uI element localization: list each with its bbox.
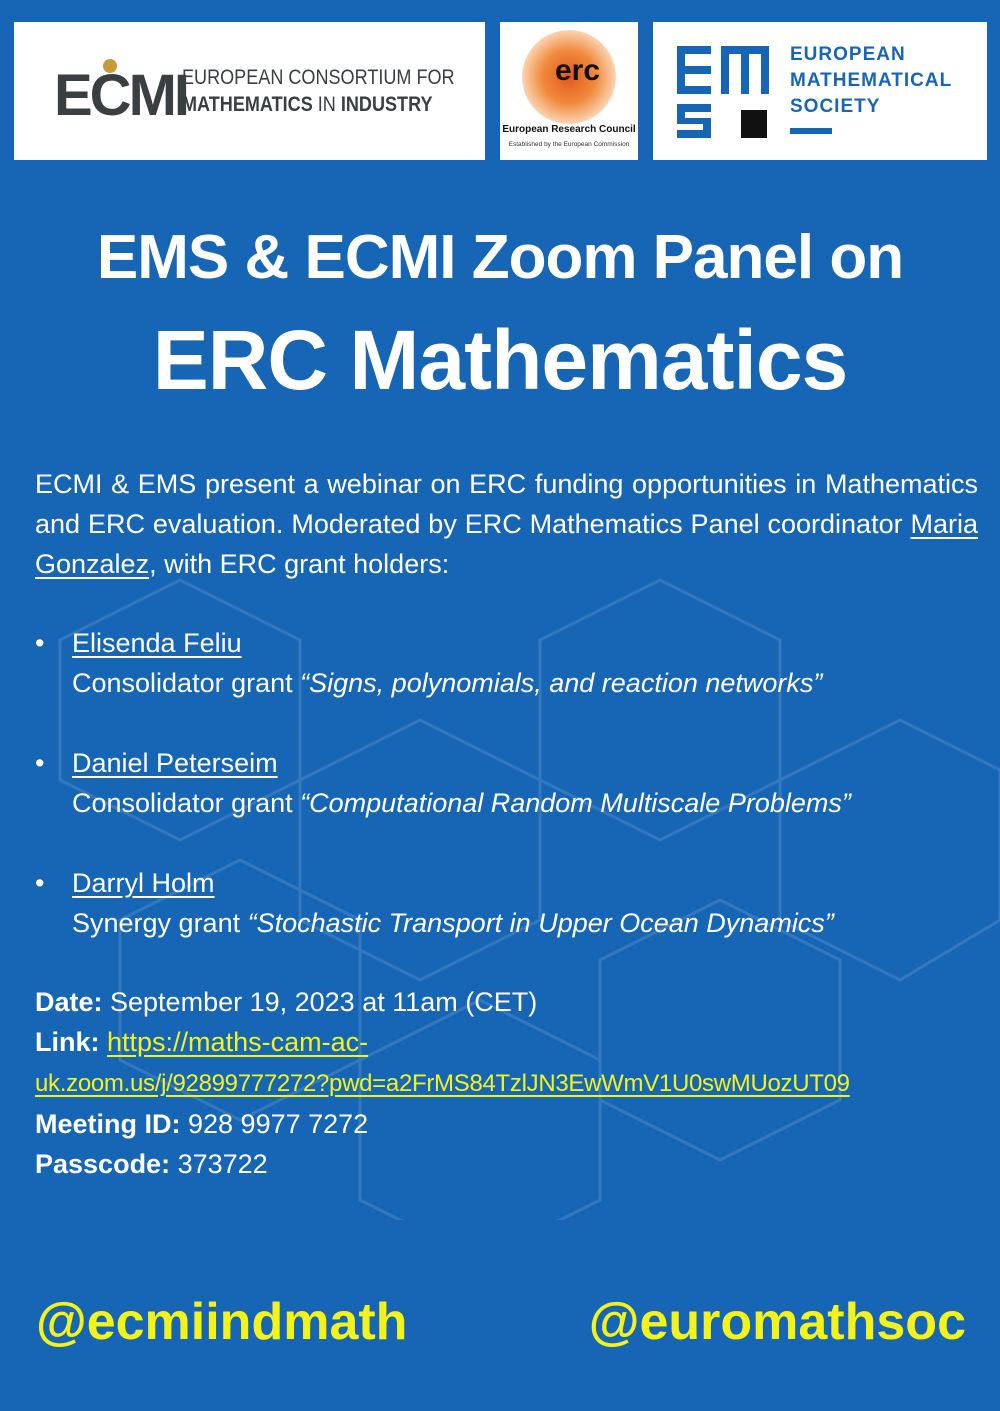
grant-type: Consolidator grant <box>72 788 301 818</box>
date-row: Date: September 19, 2023 at 11am (CET) <box>35 982 985 1022</box>
ems-line2: MATHEMATICAL <box>790 70 953 91</box>
ems-logo-text: EUROPEAN MATHEMATICAL SOCIETY <box>790 42 952 120</box>
event-details: Date: September 19, 2023 at 11am (CET) L… <box>35 982 985 1184</box>
erc-name: European Research Council <box>502 124 636 135</box>
passcode-row: Passcode: 373722 <box>35 1144 985 1184</box>
ems-line3: SOCIETY <box>790 96 881 117</box>
ems-logo-mark-icon <box>677 46 769 138</box>
title-line2: ERC Mathematics <box>152 313 849 407</box>
ems-line1: EUROPEAN <box>790 44 906 65</box>
ecmi-logo-mark: ECMI <box>54 63 190 128</box>
intro-text: ECMI & EMS present a webinar on ERC fund… <box>35 469 978 539</box>
date-value: September 19, 2023 at 11am (CET) <box>102 987 538 1017</box>
zoom-link[interactable]: https://maths-cam-ac- <box>107 1027 369 1057</box>
speaker-list: • Elisenda Feliu Consolidator grant “Sig… <box>35 623 985 983</box>
ems-social-handle: @euromathsoc <box>588 1293 966 1351</box>
intro-paragraph: ECMI & EMS present a webinar on ERC fund… <box>35 464 978 584</box>
bullet-icon: • <box>35 748 45 778</box>
grant-type: Synergy grant <box>72 908 248 938</box>
speaker-item: • Daniel Peterseim Consolidator grant “C… <box>35 743 985 823</box>
ecmi-gold-dot-icon <box>103 59 117 73</box>
title-line1: EMS & ECMI Zoom Panel on <box>96 223 904 292</box>
ems-underline-bar <box>790 128 832 134</box>
speaker-name-link[interactable]: Daniel Peterseim <box>72 748 278 778</box>
speaker-name-link[interactable]: Darryl Holm <box>72 868 215 898</box>
intro-text-end: , with ERC grant holders: <box>149 549 450 579</box>
ecmi-logo-text: EUROPEAN CONSORTIUM FOR MATHEMATICS IN I… <box>182 64 455 118</box>
speaker-item: • Elisenda Feliu Consolidator grant “Sig… <box>35 623 985 703</box>
link-label: Link: <box>35 1027 100 1057</box>
meeting-id-label: Meeting ID: <box>35 1109 181 1139</box>
project-title: “Computational Random Multiscale Problem… <box>300 788 851 818</box>
passcode-label: Passcode: <box>35 1149 171 1179</box>
bullet-icon: • <box>35 628 45 658</box>
ecmi-line2: MATHEMATICS IN INDUSTRY <box>182 91 455 118</box>
project-title: “Signs, polynomials, and reaction networ… <box>300 668 823 698</box>
erc-logo-mark: erc <box>555 54 601 87</box>
meeting-id-row: Meeting ID: 928 9977 7272 <box>35 1104 985 1144</box>
ecmi-line2-b: IN <box>312 93 341 116</box>
erc-burst-icon <box>522 30 616 124</box>
meeting-id-value: 928 9977 7272 <box>180 1109 369 1139</box>
moderator-link[interactable]: Maria Gonzalez <box>35 509 978 579</box>
ecmi-logo: ECMI EUROPEAN CONSORTIUM FOR MATHEMATICS… <box>14 22 485 160</box>
erc-logo: erc European Research Council Establishe… <box>500 22 638 160</box>
zoom-link-continued[interactable]: uk.zoom.us/j/92899777272?pwd=a2FrMS84Tzl… <box>35 1070 850 1097</box>
ecmi-line1: EUROPEAN CONSORTIUM FOR <box>182 66 455 89</box>
ecmi-line2-c: INDUSTRY <box>340 93 433 116</box>
ecmi-line2-a: MATHEMATICS <box>182 93 313 116</box>
date-label: Date: <box>35 987 103 1017</box>
speaker-name-link[interactable]: Elisenda Feliu <box>72 628 242 658</box>
grant-type: Consolidator grant <box>72 668 301 698</box>
passcode-value: 373722 <box>170 1149 268 1179</box>
ems-logo: EUROPEAN MATHEMATICAL SOCIETY <box>653 22 987 160</box>
bullet-icon: • <box>35 868 45 898</box>
hexagon-background-pattern <box>58 578 1000 1220</box>
ecmi-social-handle: @ecmiindmath <box>36 1293 408 1351</box>
link-row: Link: https://maths-cam-ac- <box>35 1022 985 1062</box>
speaker-item: • Darryl Holm Synergy grant “Stochastic … <box>35 863 985 943</box>
erc-subtitle: Established by the European Commission <box>508 141 630 148</box>
project-title: “Stochastic Transport in Upper Ocean Dyn… <box>247 908 834 938</box>
